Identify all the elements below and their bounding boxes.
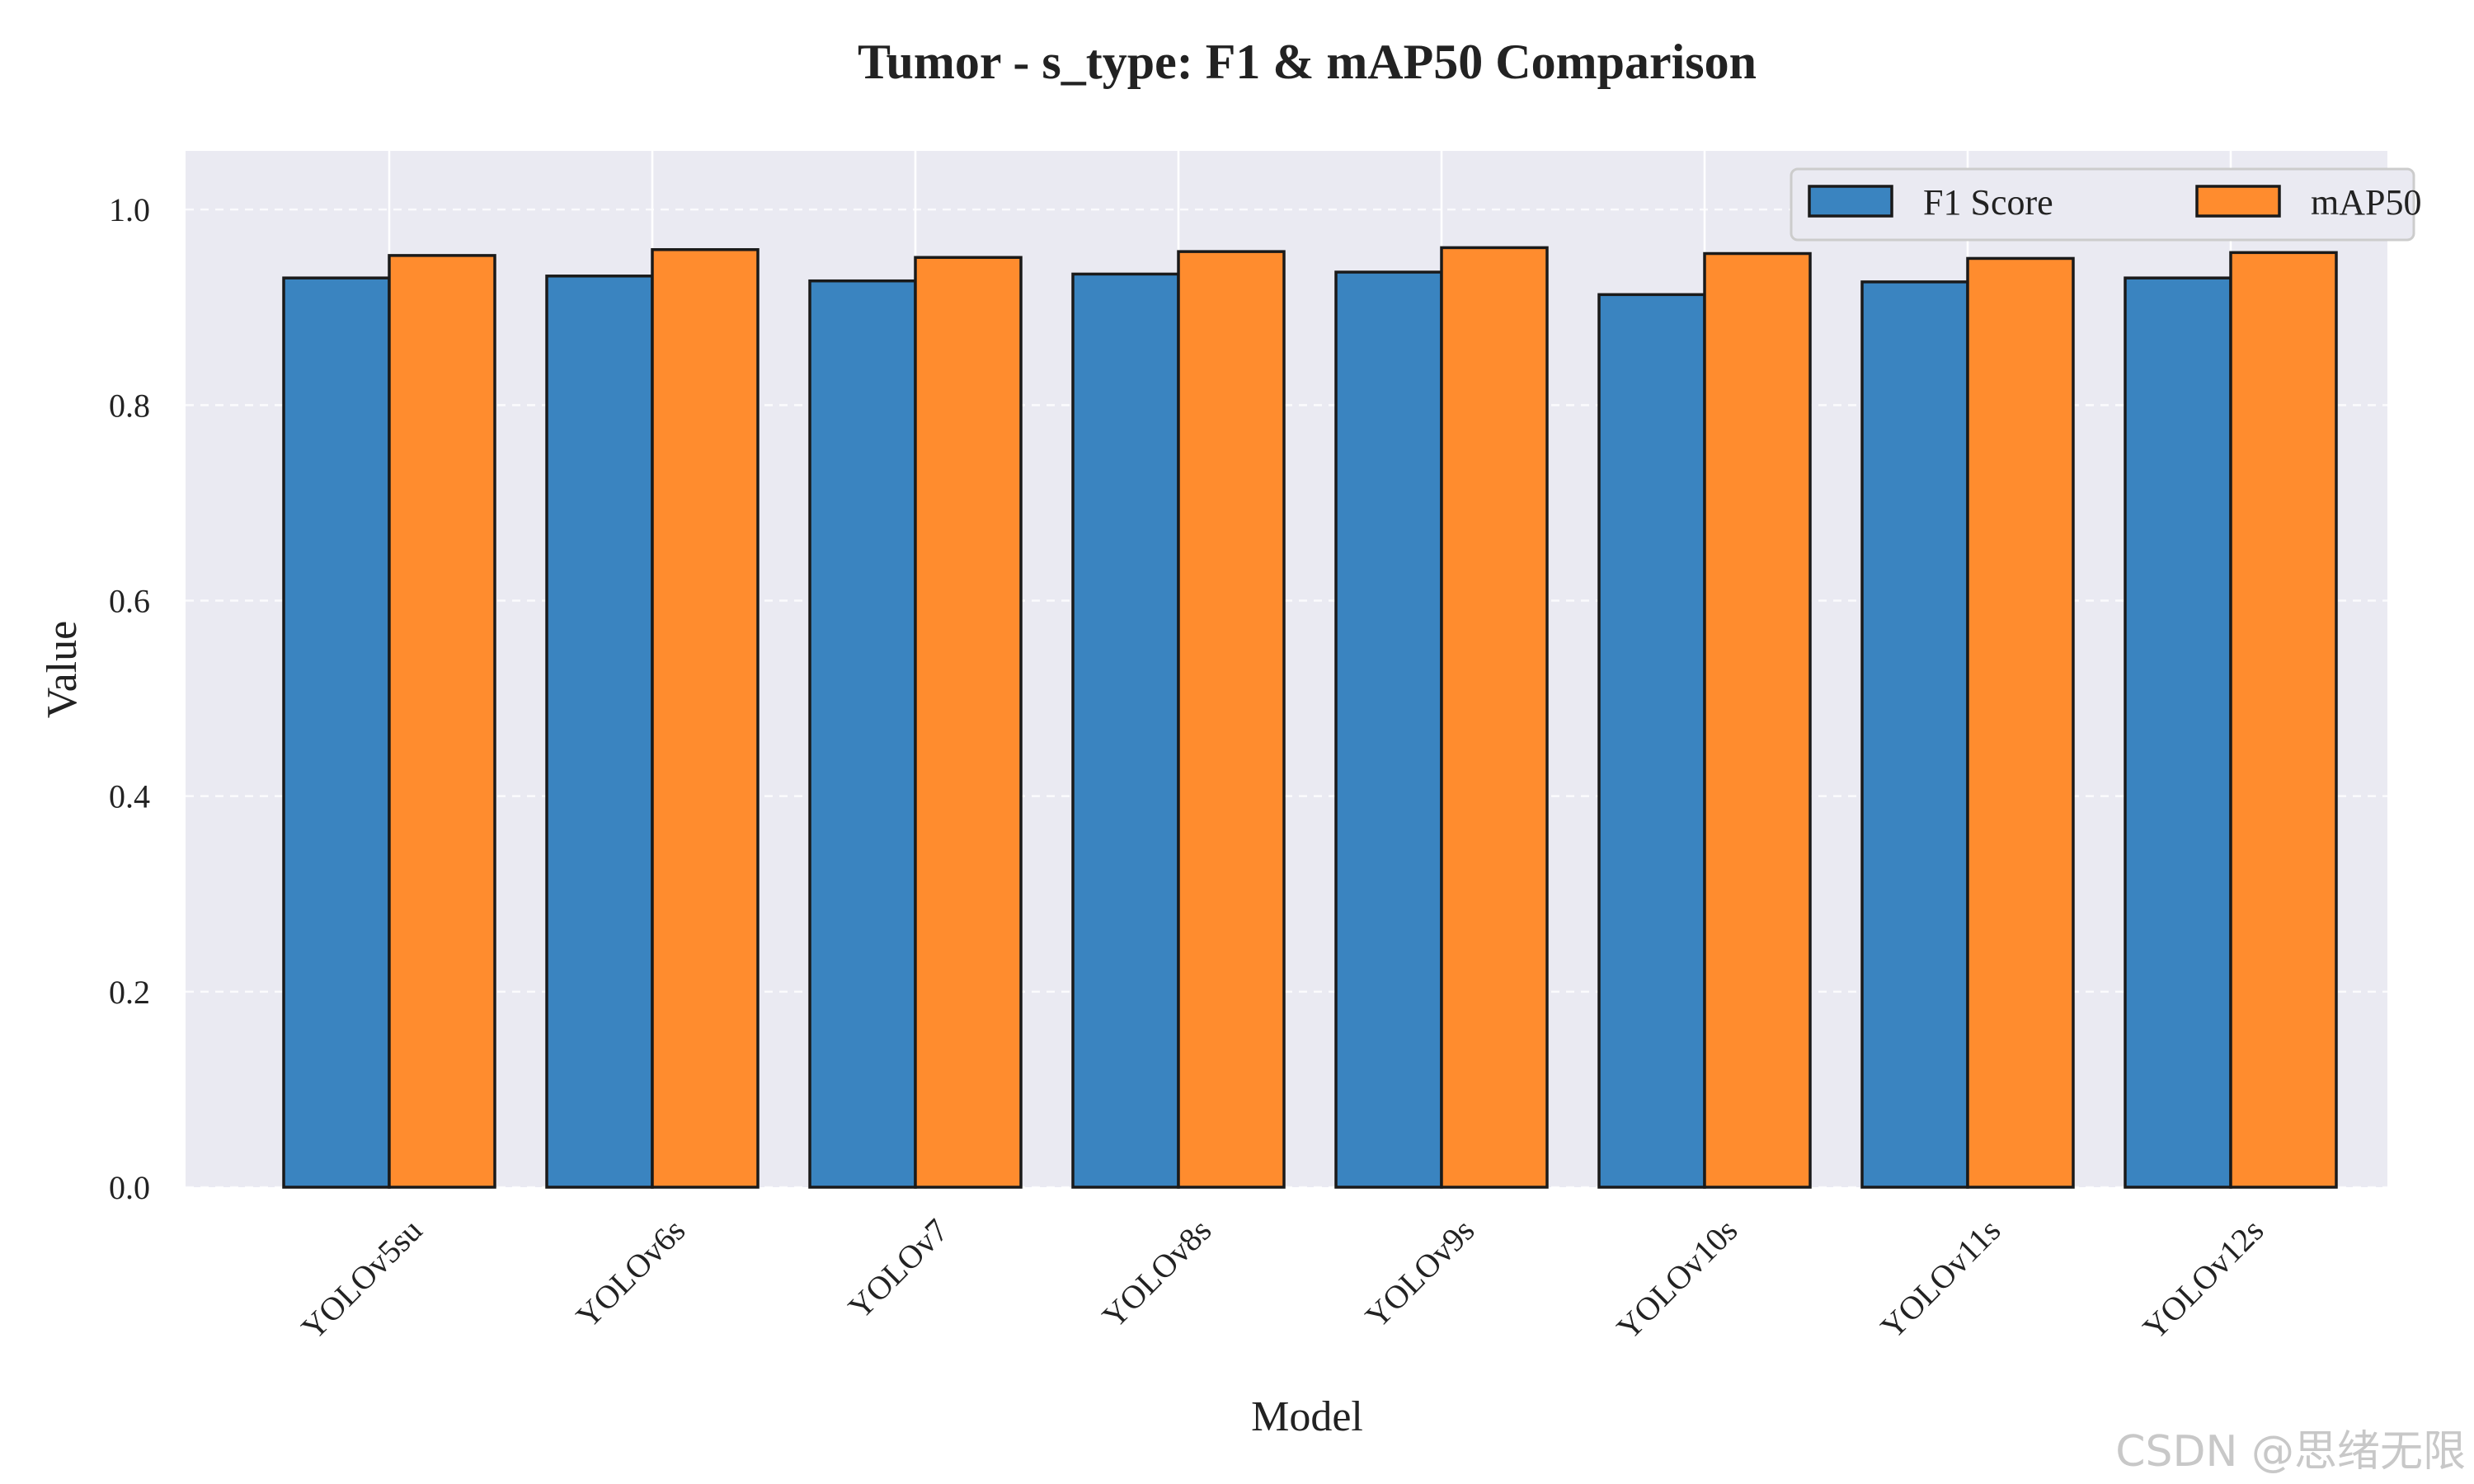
bar-map50-yolov6s	[651, 248, 760, 1189]
y-grid	[186, 208, 2387, 1189]
y-tick-label: 0.6	[109, 582, 150, 619]
legend-swatch-f1-score	[1808, 185, 1893, 218]
legend-swatch-map50	[2195, 185, 2281, 218]
bar-f1-score-yolov12s	[2124, 276, 2232, 1189]
bars	[282, 246, 2338, 1189]
bar-f1-score-yolov5su	[282, 276, 391, 1189]
bar-f1-score-yolov10s	[1597, 293, 1706, 1189]
bar-map50-yolov12s	[2229, 251, 2338, 1189]
bar-f1-score-yolov9s	[1334, 270, 1443, 1189]
bar-map50-yolov7	[914, 256, 1023, 1189]
y-tick-label: 0.8	[109, 387, 150, 424]
y-tick-label: 0.0	[109, 1169, 150, 1206]
bar-f1-score-yolov6s	[545, 275, 654, 1189]
bar-f1-score-yolov11s	[1860, 280, 1969, 1189]
y-tick-label: 0.4	[109, 778, 150, 815]
x-tick-label: YOLOv9s	[1358, 1212, 1482, 1336]
bar-f1-score-yolov8s	[1071, 272, 1180, 1189]
legend-label-map50: mAP50	[2311, 182, 2421, 223]
bar-map50-yolov11s	[1966, 256, 2075, 1189]
chart-title: Tumor - s_type: F1 & mAP50 Comparison	[858, 35, 1757, 89]
bar-map50-yolov10s	[1703, 251, 1812, 1189]
y-axis-label: Value	[39, 621, 86, 718]
x-tick-labels: YOLOv5su YOLOv6s YOLOv7 YOLOv8s YOLOv9s YOLOv…	[294, 1212, 2271, 1347]
x-tick-label: YOLOv11s	[1874, 1212, 2008, 1346]
x-tick-label: YOLOv10s	[1610, 1212, 1745, 1347]
bar-map50-yolov9s	[1440, 246, 1549, 1189]
y-tick-label: 0.2	[109, 974, 150, 1011]
watermark: CSDN @思绪无限	[2115, 1427, 2466, 1477]
legend: F1 Score mAP50	[1790, 167, 2421, 242]
x-axis-label: Model	[1251, 1393, 1363, 1440]
x-tick-label: YOLOv7	[841, 1212, 956, 1327]
y-tick-label: 1.0	[109, 191, 150, 228]
x-tick-label: YOLOv5su	[294, 1212, 430, 1347]
y-tick-labels: 0.0 0.2 0.4 0.6 0.8 1.0	[109, 191, 150, 1206]
legend-label-f1-score: F1 Score	[1923, 182, 2053, 223]
x-tick-label: YOLOv6s	[569, 1212, 693, 1336]
x-tick-label: YOLOv12s	[2136, 1212, 2271, 1347]
x-tick-label: YOLOv8s	[1095, 1212, 1219, 1336]
bar-f1-score-yolov7	[808, 279, 917, 1189]
bar-map50-yolov5su	[388, 254, 496, 1189]
bar-map50-yolov8s	[1177, 250, 1286, 1189]
